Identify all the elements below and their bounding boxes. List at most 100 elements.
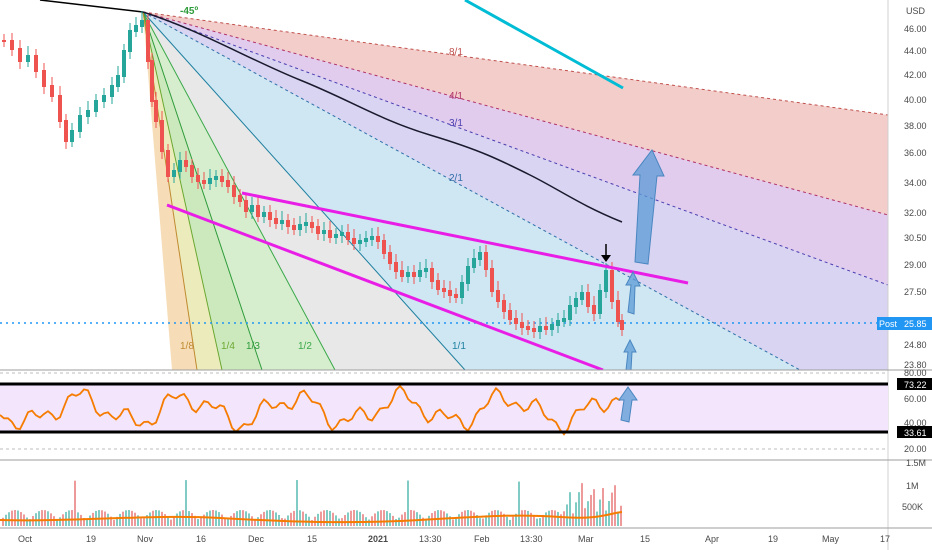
volume-bar (578, 492, 580, 526)
volume-panel[interactable]: 1.5M 1M 500K (0, 458, 926, 526)
fan-label-1-2: 1/2 (298, 341, 312, 352)
volume-bar (569, 492, 571, 526)
rsi-upper-level-value: 73.22 (904, 380, 927, 390)
x-tick-2021: 2021 (368, 534, 388, 544)
price-tick-46: 46.00 (904, 24, 927, 34)
volume-bar (284, 518, 286, 526)
volume-bar (227, 519, 229, 526)
rsi-tick-40: 40.00 (904, 418, 927, 428)
fan-label-8-1: 8/1 (449, 47, 463, 58)
volume-bar (593, 489, 595, 526)
price-tick-44: 44.00 (904, 46, 927, 56)
candle-body (412, 272, 416, 277)
candle-body (140, 20, 144, 27)
volume-bar (26, 517, 28, 526)
volume-bar (347, 512, 349, 526)
fan-label-3-1: 3/1 (449, 118, 463, 129)
volume-bar (389, 513, 391, 526)
volume-tick-500k: 500K (902, 502, 923, 512)
volume-bar (491, 510, 493, 526)
fan-label-1-3: 1/3 (246, 341, 260, 352)
candle-body (214, 176, 218, 180)
volume-bar (200, 517, 202, 526)
volume-bar (602, 488, 604, 526)
candle-body (556, 320, 560, 326)
price-panel[interactable]: -45º 8/1 4/1 3/1 2/1 1/1 1/2 1/3 1/4 1/8 (0, 0, 888, 370)
volume-bar (473, 512, 475, 526)
candle-body (352, 238, 356, 244)
volume-bar (242, 510, 244, 526)
volume-bar (536, 518, 538, 526)
fan-label-1-1: 1/1 (452, 341, 466, 352)
volume-bar (422, 517, 424, 526)
volume-bar (335, 515, 337, 526)
candle-body (502, 300, 506, 312)
volume-bar (113, 519, 115, 526)
candle-body (42, 70, 46, 87)
volume-bar (134, 512, 136, 526)
candle-body (400, 270, 404, 277)
candle-body (448, 290, 452, 296)
candle-body (178, 160, 182, 172)
fan-label-4-1: 4/1 (449, 91, 463, 102)
price-tick-30-5: 30.50 (904, 233, 927, 243)
volume-bar (617, 511, 619, 526)
candle-body (454, 294, 458, 298)
candle-body (146, 20, 150, 62)
volume-bar (566, 504, 568, 526)
teal-trend-line (464, 0, 624, 90)
volume-bar (557, 511, 559, 526)
volume-bar (356, 510, 358, 526)
fan-label-angle: -45º (180, 6, 198, 17)
rsi-band (0, 384, 888, 432)
volume-bar (449, 516, 451, 526)
candle-body (232, 185, 236, 197)
volume-bar (74, 480, 76, 526)
candle-body (244, 200, 248, 212)
price-axis[interactable]: USD 46.00 44.00 42.00 40.00 38.00 36.00 … (877, 0, 932, 550)
volume-bar (377, 511, 379, 526)
candle-body (322, 230, 326, 234)
volume-bar (14, 510, 16, 526)
candle-body (550, 324, 554, 330)
volume-bar (614, 485, 616, 526)
candle-body (526, 326, 530, 330)
x-tick-mar: Mar (578, 534, 594, 544)
volume-bar (110, 516, 112, 526)
volume-bar (407, 480, 409, 526)
candle-body (478, 252, 482, 260)
candle-body (154, 100, 158, 122)
candle-body (424, 268, 428, 272)
volume-bar (80, 514, 82, 526)
volume-bar (500, 511, 502, 526)
time-axis[interactable]: Oct 19 Nov 16 Dec 15 2021 13:30 Feb 13:3… (18, 534, 890, 544)
candle-body (78, 115, 82, 132)
candle-body (466, 266, 470, 284)
candle-body (274, 218, 278, 224)
volume-bar (269, 510, 271, 526)
x-tick-17: 17 (880, 534, 890, 544)
volume-bar (89, 515, 91, 526)
volume-bar (149, 512, 151, 526)
candle-body (196, 175, 200, 182)
volume-average-line (0, 511, 623, 524)
rsi-projection-arrow (618, 386, 638, 423)
volume-bar (350, 510, 352, 526)
volume-bar (29, 519, 31, 526)
candle-body (340, 232, 344, 236)
candle-body (238, 195, 242, 202)
rsi-panel[interactable]: 80.00 60.00 40.00 20.00 73.22 33.61 (0, 368, 932, 454)
volume-bar (509, 519, 511, 526)
candle-body (86, 110, 90, 117)
volume-bar (332, 512, 334, 526)
volume-bar (182, 510, 184, 526)
candle-body (70, 130, 74, 142)
fan-label-1-4: 1/4 (221, 341, 235, 352)
candle-body (220, 176, 224, 182)
volume-bar (470, 510, 472, 526)
x-tick-19: 19 (86, 534, 96, 544)
candle-body (544, 326, 548, 330)
candle-body (50, 85, 54, 97)
volume-bar (59, 517, 61, 526)
